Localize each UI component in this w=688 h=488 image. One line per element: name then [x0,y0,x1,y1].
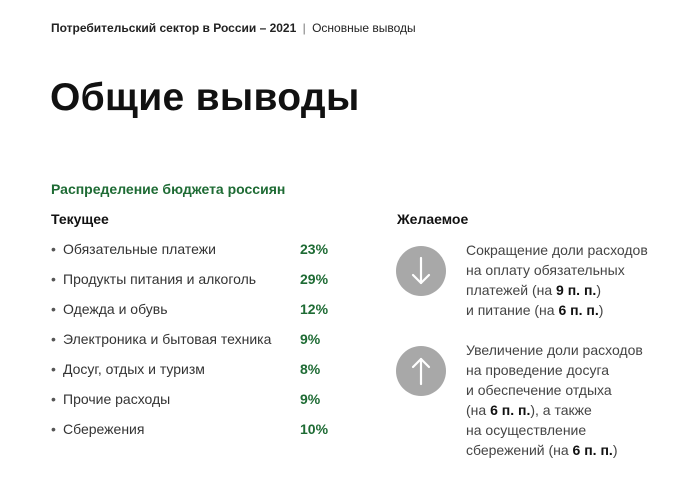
desc-text: (на [466,402,491,418]
list-item-value: 9% [300,391,321,407]
increase-description: Увеличение доли расходов на проведение д… [466,340,643,460]
desc-text: сбережений (на [466,442,573,458]
list-item: • Обязательные платежи 23% [51,240,351,270]
decrease-description: Сокращение доли расходов на оплату обяза… [466,240,648,320]
list-item-value: 23% [300,241,329,257]
list-item: • Продукты питания и алкоголь 29% [51,270,351,300]
list-item-label: Электроника и бытовая техника [63,331,272,347]
bullet: • [51,421,56,437]
document-header: Потребительский сектор в России – 2021 |… [51,21,416,35]
arrow-down-icon [396,246,446,296]
list-item-label: Продукты питания и алкоголь [63,271,257,287]
section-subtitle: Распределение бюджета россиян [51,181,286,197]
list-item-label: Одежда и обувь [63,301,168,317]
desc-text: ), а также [530,402,592,418]
bullet: • [51,391,56,407]
desc-line: и питание (на 6 п. п.) [466,300,648,320]
list-item-value: 8% [300,361,321,377]
desc-highlight: 6 п. п. [490,402,531,418]
desc-text: ) [596,282,601,298]
desc-text: и питание (на [466,302,559,318]
list-item-label: Обязательные платежи [63,241,216,257]
current-heading: Текущее [51,211,109,227]
list-item: • Досуг, отдых и туризм 8% [51,360,351,390]
list-item-label: Сбережения [63,421,145,437]
desc-text: ) [612,442,618,458]
desc-highlight: 6 п. п. [558,302,599,318]
bullet: • [51,361,56,377]
bullet: • [51,331,56,347]
bullet: • [51,301,56,317]
page-title: Общие выводы [50,76,360,119]
desc-line: платежей (на 9 п. п.) [466,280,648,300]
desc-text: платежей (на [466,282,557,298]
list-item: • Сбережения 10% [51,420,351,450]
desc-line: на оплату обязательных [466,262,625,278]
desc-text: ) [598,302,604,318]
desc-highlight: 9 п. п. [556,282,597,298]
desc-line: сбережений (на 6 п. п.) [466,440,643,460]
budget-list: • Обязательные платежи 23% • Продукты пи… [51,240,351,450]
header-separator: | [302,21,306,35]
desc-highlight: 6 п. п. [572,442,613,458]
desired-heading: Желаемое [397,211,469,227]
list-item-value: 10% [300,421,329,437]
desc-line: на осуществление [466,422,587,438]
desc-line: и обеспечение отдыха [466,382,612,398]
list-item: • Одежда и обувь 12% [51,300,351,330]
desc-line: на проведение досуга [466,362,610,378]
bullet: • [51,271,56,287]
list-item: • Электроника и бытовая техника 9% [51,330,351,360]
list-item-value: 12% [300,301,329,317]
header-report-title: Потребительский сектор в России – 2021 [51,21,297,35]
desc-line: Увеличение доли расходов [466,342,643,358]
desc-line: (на 6 п. п.), а также [466,400,643,420]
list-item-label: Прочие расходы [63,391,171,407]
list-item-value: 9% [300,331,321,347]
bullet: • [51,241,56,257]
list-item-label: Досуг, отдых и туризм [63,361,205,377]
header-section-name: Основные выводы [312,21,416,35]
list-item-value: 29% [300,271,329,287]
desc-line: Сокращение доли расходов [466,242,648,258]
arrow-up-icon [396,346,446,396]
list-item: • Прочие расходы 9% [51,390,351,420]
